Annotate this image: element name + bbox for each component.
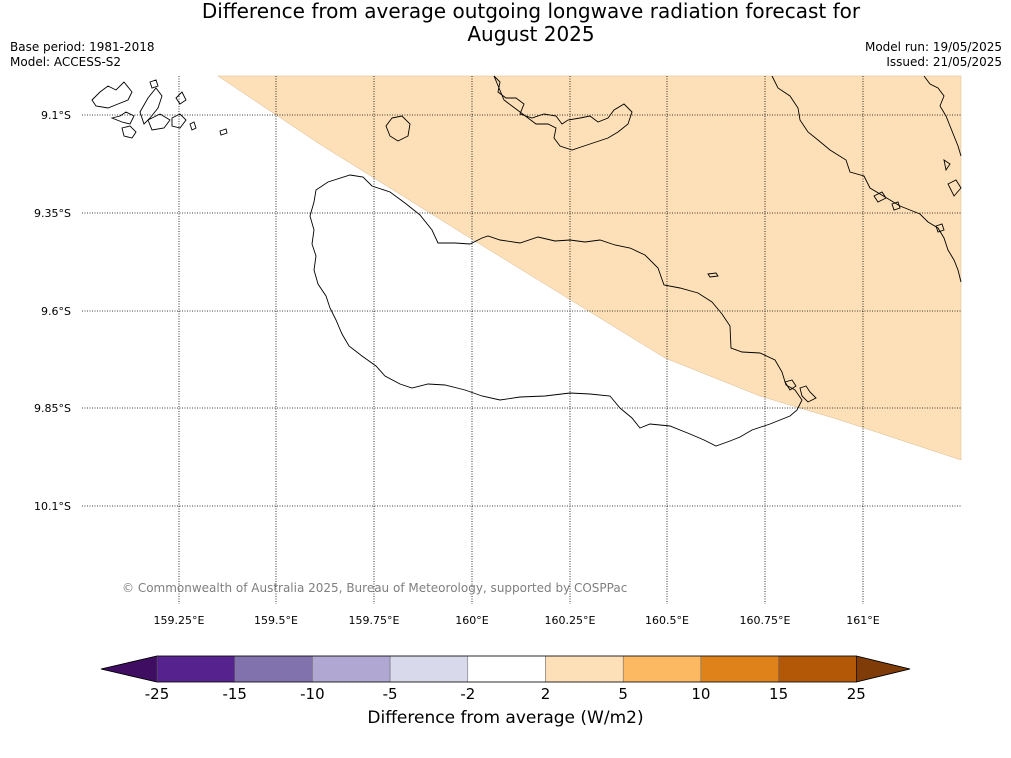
guadalcanal-east-islet xyxy=(784,379,817,403)
colorbar-tick-label: -10 xyxy=(300,685,325,703)
lon-label: 160°E xyxy=(455,614,488,627)
lon-label: 160.5°E xyxy=(645,614,689,627)
colorbar-segment xyxy=(156,655,235,683)
lon-label: 159.25°E xyxy=(154,614,205,627)
western-islands-coastline xyxy=(91,79,197,139)
copyright-notice: © Commonwealth of Australia 2025, Bureau… xyxy=(122,581,627,595)
colorbar-segment xyxy=(312,655,391,683)
malaita-north-coastline xyxy=(923,75,962,157)
lon-label: 159.75°E xyxy=(349,614,400,627)
forecast-anomaly-region xyxy=(217,75,962,461)
base-period: Base period: 1981-2018 xyxy=(10,40,155,54)
colorbar-segment xyxy=(622,655,702,683)
islet-coastline xyxy=(707,272,719,278)
title-line-1: Difference from average outgoing longwav… xyxy=(201,0,861,23)
model-name: Model: ACCESS-S2 xyxy=(10,55,122,69)
colorbar-tick-label: 10 xyxy=(691,685,710,703)
colorbar-tick-label: 5 xyxy=(618,685,628,703)
colorbar-extend-low xyxy=(100,655,158,683)
colorbar-segment xyxy=(778,655,857,683)
coastlines xyxy=(91,75,962,447)
colorbar: -25 -15 -10 -5 -2 2 5 10 15 25 xyxy=(100,655,911,703)
florida-islands-coastline xyxy=(493,75,633,151)
lon-label: 159.5°E xyxy=(254,614,298,627)
issued-date: Issued: 21/05/2025 xyxy=(886,55,1002,69)
title-line-2: August 2025 xyxy=(467,22,595,46)
lon-label: 160.75°E xyxy=(740,614,791,627)
longitude-labels: 159.25°E 159.5°E 159.75°E 160°E 160.25°E… xyxy=(154,614,880,627)
malaita-coastline xyxy=(771,75,962,283)
colorbar-tick-label: 15 xyxy=(769,685,788,703)
lat-label: 9.35°S xyxy=(34,207,71,220)
guadalcanal-coastline xyxy=(309,174,803,447)
colorbar-extend-high xyxy=(855,655,911,683)
colorbar-label: Difference from average (W/m2) xyxy=(367,708,644,728)
lat-label: 9.6°S xyxy=(41,305,71,318)
lat-label: 10.1°S xyxy=(34,500,71,513)
model-run: Model run: 19/05/2025 xyxy=(864,40,1002,54)
colorbar-tick-label: -15 xyxy=(222,685,247,703)
eastern-islets-coastline xyxy=(873,159,962,233)
graticule xyxy=(82,76,961,604)
small-island-coastline xyxy=(385,115,411,142)
latitude-labels: 9.1°S 9.35°S 9.6°S 9.85°S 10.1°S xyxy=(34,109,71,513)
lat-label: 9.1°S xyxy=(41,109,71,122)
colorbar-segment xyxy=(700,655,779,683)
colorbar-outline xyxy=(100,655,911,683)
colorbar-tick-label: 2 xyxy=(541,685,551,703)
colorbar-segment xyxy=(467,655,546,683)
colorbar-tick-label: -25 xyxy=(145,685,170,703)
islet-coastline xyxy=(219,128,228,136)
lon-label: 160.25°E xyxy=(545,614,596,627)
colorbar-segment xyxy=(234,655,313,683)
colorbar-tick-label: -5 xyxy=(383,685,398,703)
lat-label: 9.85°S xyxy=(34,402,71,415)
map-title: Difference from average outgoing longwav… xyxy=(0,0,1011,46)
meta-right: Model run: 19/05/2025 Issued: 21/05/2025 xyxy=(865,40,1002,70)
colorbar-tick-label: -2 xyxy=(460,685,475,703)
colorbar-tick-label: 25 xyxy=(847,685,866,703)
lon-label: 161°E xyxy=(846,614,879,627)
meta-left: Base period: 1981-2018 Model: ACCESS-S2 xyxy=(10,40,155,70)
colorbar-segment xyxy=(389,655,469,683)
colorbar-segment xyxy=(545,655,624,683)
